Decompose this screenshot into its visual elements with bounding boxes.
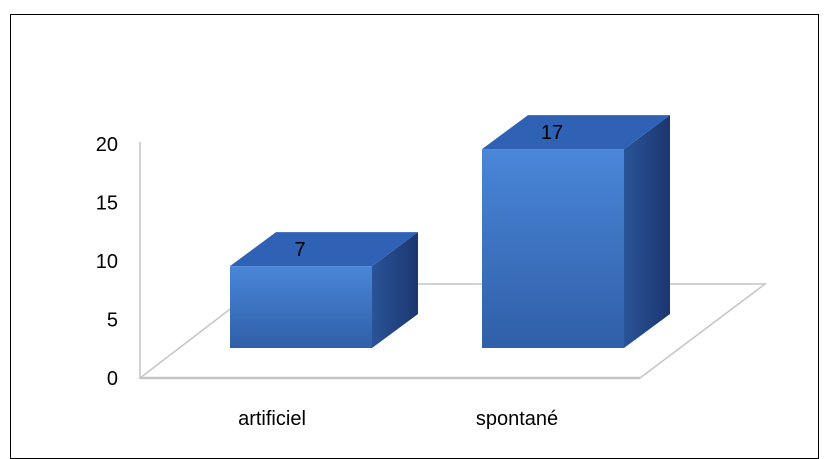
- y-axis-ticks: 0 5 10 15 20: [96, 134, 118, 390]
- y-tick-label: 10: [96, 251, 118, 273]
- bar-side: [624, 115, 670, 348]
- category-label: artificiel: [238, 408, 306, 430]
- bar-front: [482, 149, 624, 348]
- bar-side: [372, 232, 418, 348]
- data-label: 17: [541, 122, 563, 144]
- x-axis-labels: artificiel spontané: [238, 408, 558, 430]
- data-label: 7: [294, 239, 305, 261]
- bars: [230, 115, 670, 348]
- bar-front: [230, 266, 372, 348]
- category-label: spontané: [476, 408, 558, 430]
- bar-top: [482, 115, 670, 150]
- bar-artificiel: [230, 232, 418, 348]
- bar-top: [230, 232, 418, 267]
- y-tick-label: 15: [96, 193, 118, 215]
- y-tick-label: 5: [107, 310, 118, 332]
- y-tick-label: 0: [107, 368, 118, 390]
- y-tick-label: 20: [96, 134, 118, 156]
- data-labels: 7 17: [294, 122, 563, 261]
- bar-spontané: [482, 115, 670, 348]
